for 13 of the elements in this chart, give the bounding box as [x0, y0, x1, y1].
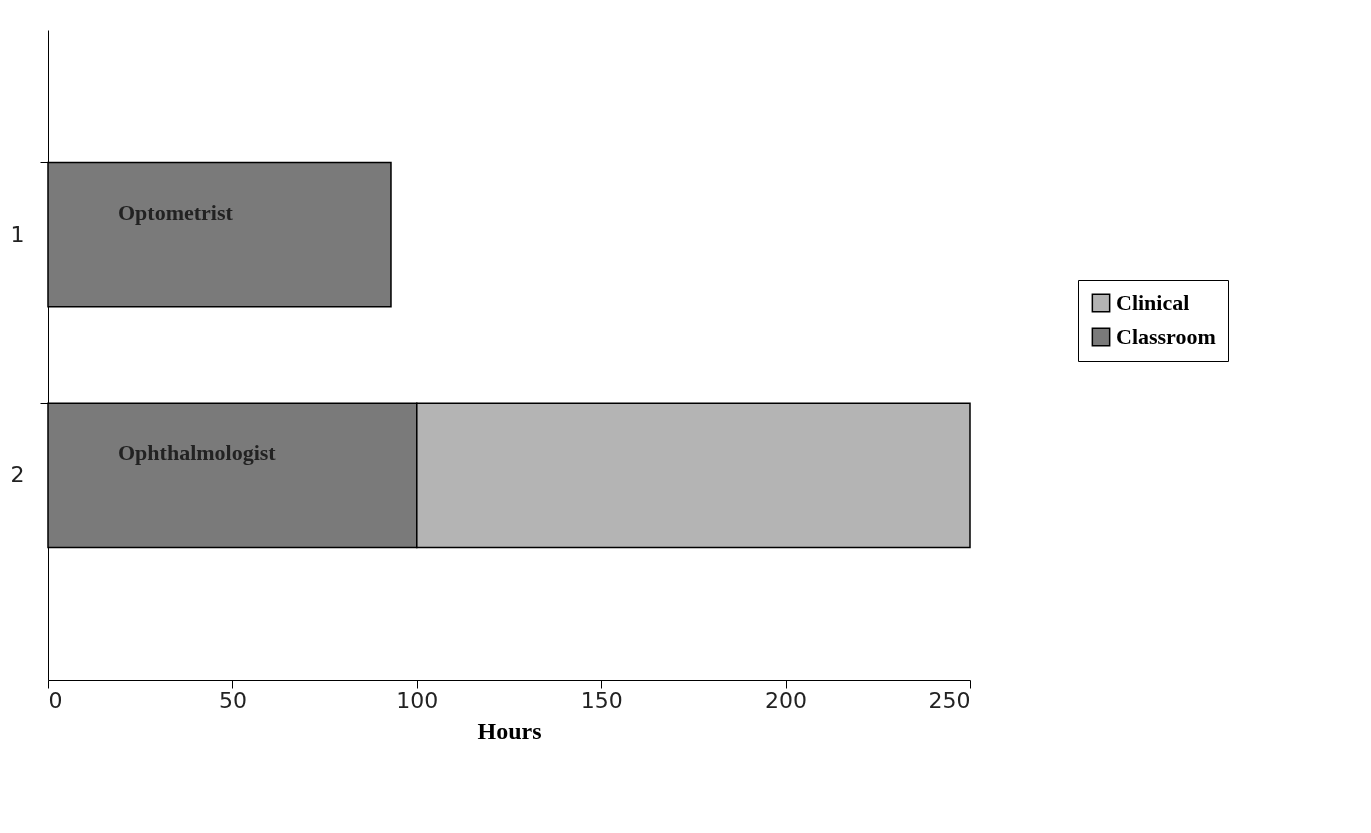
annotation: Optometrist	[118, 199, 234, 225]
y-tick-label: 1	[10, 221, 25, 247]
legend-label: Classroom	[1116, 324, 1216, 349]
legend-label: Clinical	[1116, 290, 1190, 315]
x-tick-label: 150	[580, 687, 623, 713]
x-tick-label: 100	[396, 687, 439, 713]
x-tick-label: 200	[765, 687, 808, 713]
x-tick-label: 0	[48, 687, 63, 713]
x-tick-label: 50	[218, 687, 247, 713]
x-tick-label: 250	[928, 687, 971, 713]
annotation: Ophthalmologist	[118, 440, 277, 466]
y-tick-label: 2	[10, 462, 25, 488]
x-axis-title: Hours	[477, 717, 542, 744]
